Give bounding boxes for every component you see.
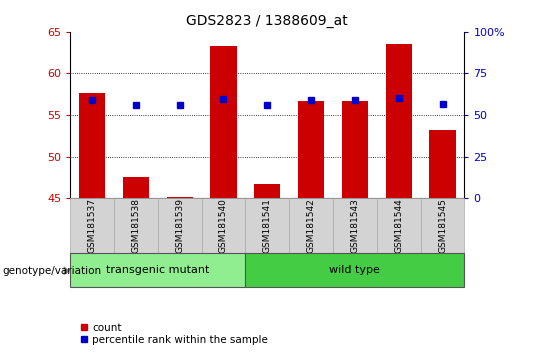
Text: GSM181538: GSM181538 bbox=[131, 198, 140, 253]
Text: GSM181539: GSM181539 bbox=[175, 198, 184, 253]
Bar bbox=[254, 184, 280, 198]
Bar bbox=[429, 130, 456, 198]
Bar bbox=[158, 198, 201, 253]
Bar bbox=[386, 44, 412, 198]
Bar bbox=[201, 198, 245, 253]
Text: genotype/variation: genotype/variation bbox=[3, 266, 102, 276]
Text: GSM181541: GSM181541 bbox=[263, 198, 272, 253]
Text: wild type: wild type bbox=[329, 265, 380, 275]
Bar bbox=[245, 198, 289, 253]
Bar bbox=[211, 46, 237, 198]
Text: GSM181544: GSM181544 bbox=[394, 198, 403, 253]
Bar bbox=[342, 101, 368, 198]
Text: GSM181542: GSM181542 bbox=[307, 198, 315, 253]
Bar bbox=[421, 198, 464, 253]
Text: transgenic mutant: transgenic mutant bbox=[106, 265, 210, 275]
Text: GSM181540: GSM181540 bbox=[219, 198, 228, 253]
Polygon shape bbox=[64, 266, 70, 275]
Bar bbox=[245, 253, 464, 287]
Bar bbox=[333, 198, 377, 253]
Text: GSM181545: GSM181545 bbox=[438, 198, 447, 253]
Bar bbox=[377, 198, 421, 253]
Bar bbox=[298, 101, 324, 198]
Text: GSM181543: GSM181543 bbox=[350, 198, 360, 253]
Bar bbox=[114, 198, 158, 253]
Legend: count, percentile rank within the sample: count, percentile rank within the sample bbox=[76, 319, 272, 349]
Text: GSM181537: GSM181537 bbox=[87, 198, 97, 253]
Bar bbox=[70, 253, 245, 287]
Bar bbox=[79, 93, 105, 198]
Bar bbox=[70, 198, 114, 253]
Bar bbox=[166, 196, 193, 198]
Title: GDS2823 / 1388609_at: GDS2823 / 1388609_at bbox=[186, 14, 348, 28]
Bar bbox=[289, 198, 333, 253]
Bar bbox=[123, 177, 149, 198]
